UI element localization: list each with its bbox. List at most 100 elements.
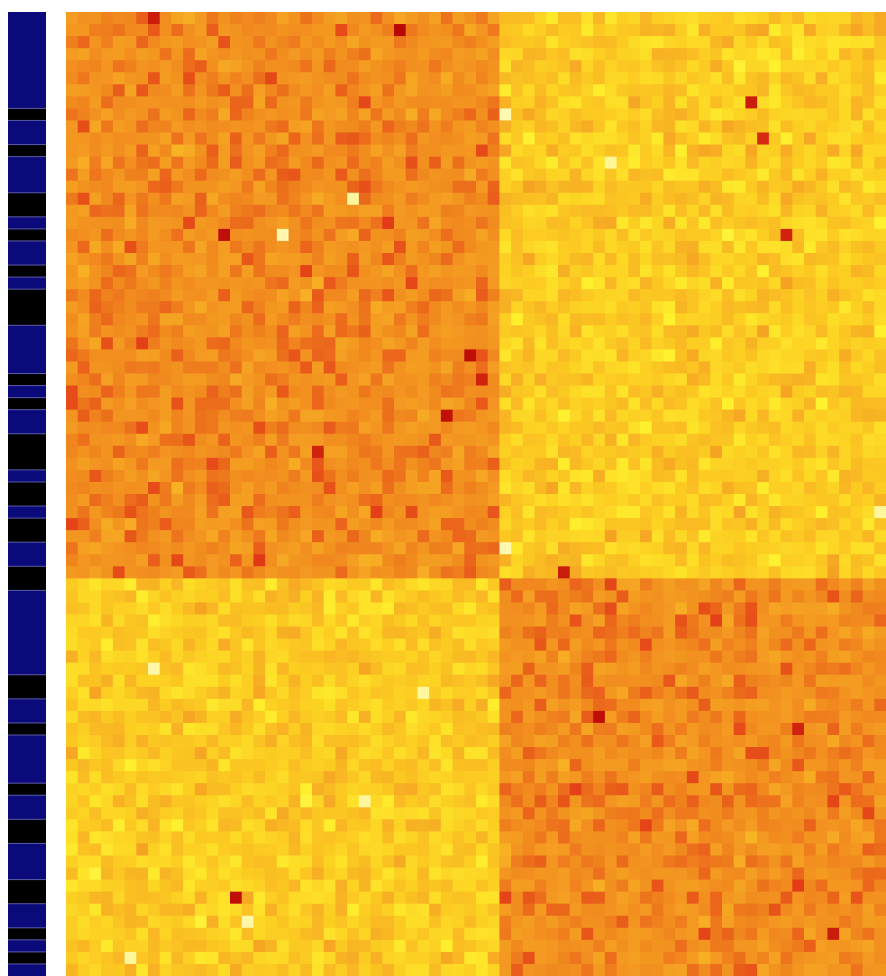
heatmap-cell: [698, 662, 711, 676]
heatmap-cell: [640, 686, 653, 700]
heatmap-cell: [218, 722, 231, 736]
heatmap-cell: [604, 349, 618, 363]
heatmap-cell: [77, 831, 91, 845]
heatmap-cell: [77, 602, 91, 616]
heatmap-cell: [312, 349, 325, 363]
heatmap-cell: [780, 180, 793, 194]
heatmap-cell: [323, 228, 337, 242]
heatmap-cell: [429, 722, 442, 736]
heatmap-cell: [241, 662, 255, 676]
heatmap-cell: [101, 132, 114, 146]
heatmap-cell: [850, 84, 864, 97]
heatmap-cell: [452, 662, 465, 676]
heatmap-cell: [476, 481, 489, 495]
heatmap-cell: [499, 602, 512, 616]
heatmap-cell: [335, 494, 348, 507]
heatmap-cell: [663, 747, 676, 760]
heatmap-cell: [745, 228, 758, 242]
heatmap-cell: [253, 747, 266, 760]
heatmap-cell: [66, 12, 79, 25]
heatmap-cell: [522, 747, 536, 760]
heatmap-cell: [640, 614, 653, 628]
heatmap-cell: [405, 204, 419, 218]
heatmap-cell: [768, 662, 782, 676]
heatmap-cell: [675, 228, 688, 242]
heatmap-cell: [230, 686, 243, 700]
heatmap-cell: [382, 530, 395, 543]
heatmap-cell: [312, 698, 325, 712]
heatmap-cell: [675, 578, 688, 591]
heatmap-cell: [206, 662, 219, 676]
heatmap-cell: [569, 819, 583, 832]
heatmap-cell: [757, 96, 770, 109]
heatmap-cell: [218, 240, 231, 254]
heatmap-cell: [569, 397, 583, 411]
heatmap-cell: [405, 481, 419, 495]
heatmap-cell: [487, 72, 501, 85]
heatmap-cell: [675, 650, 688, 664]
heatmap-cell: [148, 156, 161, 170]
heatmap-cell: [241, 240, 255, 254]
heatmap-cell: [558, 409, 571, 423]
heatmap-cell: [534, 180, 547, 194]
heatmap-cell: [276, 409, 290, 423]
heatmap-cell: [194, 48, 208, 61]
annotation-cell: [8, 650, 46, 664]
heatmap-cell: [487, 481, 501, 495]
heatmap-cell: [850, 795, 864, 808]
heatmap-cell: [323, 759, 337, 772]
heatmap-cell: [300, 566, 313, 579]
heatmap-cell: [604, 72, 618, 85]
heatmap-cell: [335, 843, 348, 857]
heatmap-cell: [722, 807, 735, 820]
heatmap-cell: [698, 349, 711, 363]
heatmap-cell: [429, 373, 442, 387]
heatmap-cell: [499, 819, 512, 832]
heatmap-cell: [862, 24, 875, 37]
heatmap-cell: [487, 397, 501, 411]
heatmap-cell: [101, 228, 114, 242]
heatmap-cell: [382, 445, 395, 459]
heatmap-cell: [265, 96, 278, 109]
heatmap-cell: [511, 506, 524, 519]
heatmap-cell: [394, 771, 407, 784]
heatmap-cell: [382, 265, 395, 278]
heatmap-cell: [874, 24, 886, 37]
heatmap-cell: [593, 24, 606, 37]
heatmap-cell: [757, 674, 770, 688]
heatmap-cell: [827, 506, 840, 519]
heatmap-cell: [757, 409, 770, 423]
heatmap-cell: [640, 638, 653, 652]
heatmap-cell: [335, 168, 348, 182]
heatmap-cell: [745, 361, 758, 375]
heatmap-cell: [452, 686, 465, 700]
heatmap-cell: [804, 590, 817, 604]
heatmap-cell: [546, 72, 559, 85]
heatmap-cell: [300, 518, 313, 531]
heatmap-cell: [558, 626, 571, 640]
heatmap-cell: [874, 180, 886, 194]
heatmap-cell: [323, 144, 337, 158]
heatmap-cell: [253, 735, 266, 748]
heatmap-cell: [675, 722, 688, 736]
heatmap-cell: [581, 698, 594, 712]
heatmap-cell: [429, 626, 442, 640]
heatmap-cell: [382, 216, 395, 230]
heatmap-cell: [733, 96, 747, 109]
heatmap-cell: [194, 518, 208, 531]
heatmap-cell: [230, 409, 243, 423]
heatmap-cell: [815, 759, 829, 772]
heatmap-cell: [698, 397, 711, 411]
heatmap-cell: [89, 530, 102, 543]
heatmap-cell: [417, 192, 430, 206]
heatmap-cell: [628, 168, 641, 182]
heatmap-cell: [288, 156, 301, 170]
heatmap-cell: [616, 674, 629, 688]
heatmap-cell: [452, 108, 465, 122]
annotation-cell: [8, 674, 46, 688]
heatmap-cell: [874, 686, 886, 700]
heatmap-cell: [335, 698, 348, 712]
heatmap-cell: [757, 469, 770, 483]
heatmap-cell: [312, 96, 325, 109]
heatmap-cell: [499, 337, 512, 350]
